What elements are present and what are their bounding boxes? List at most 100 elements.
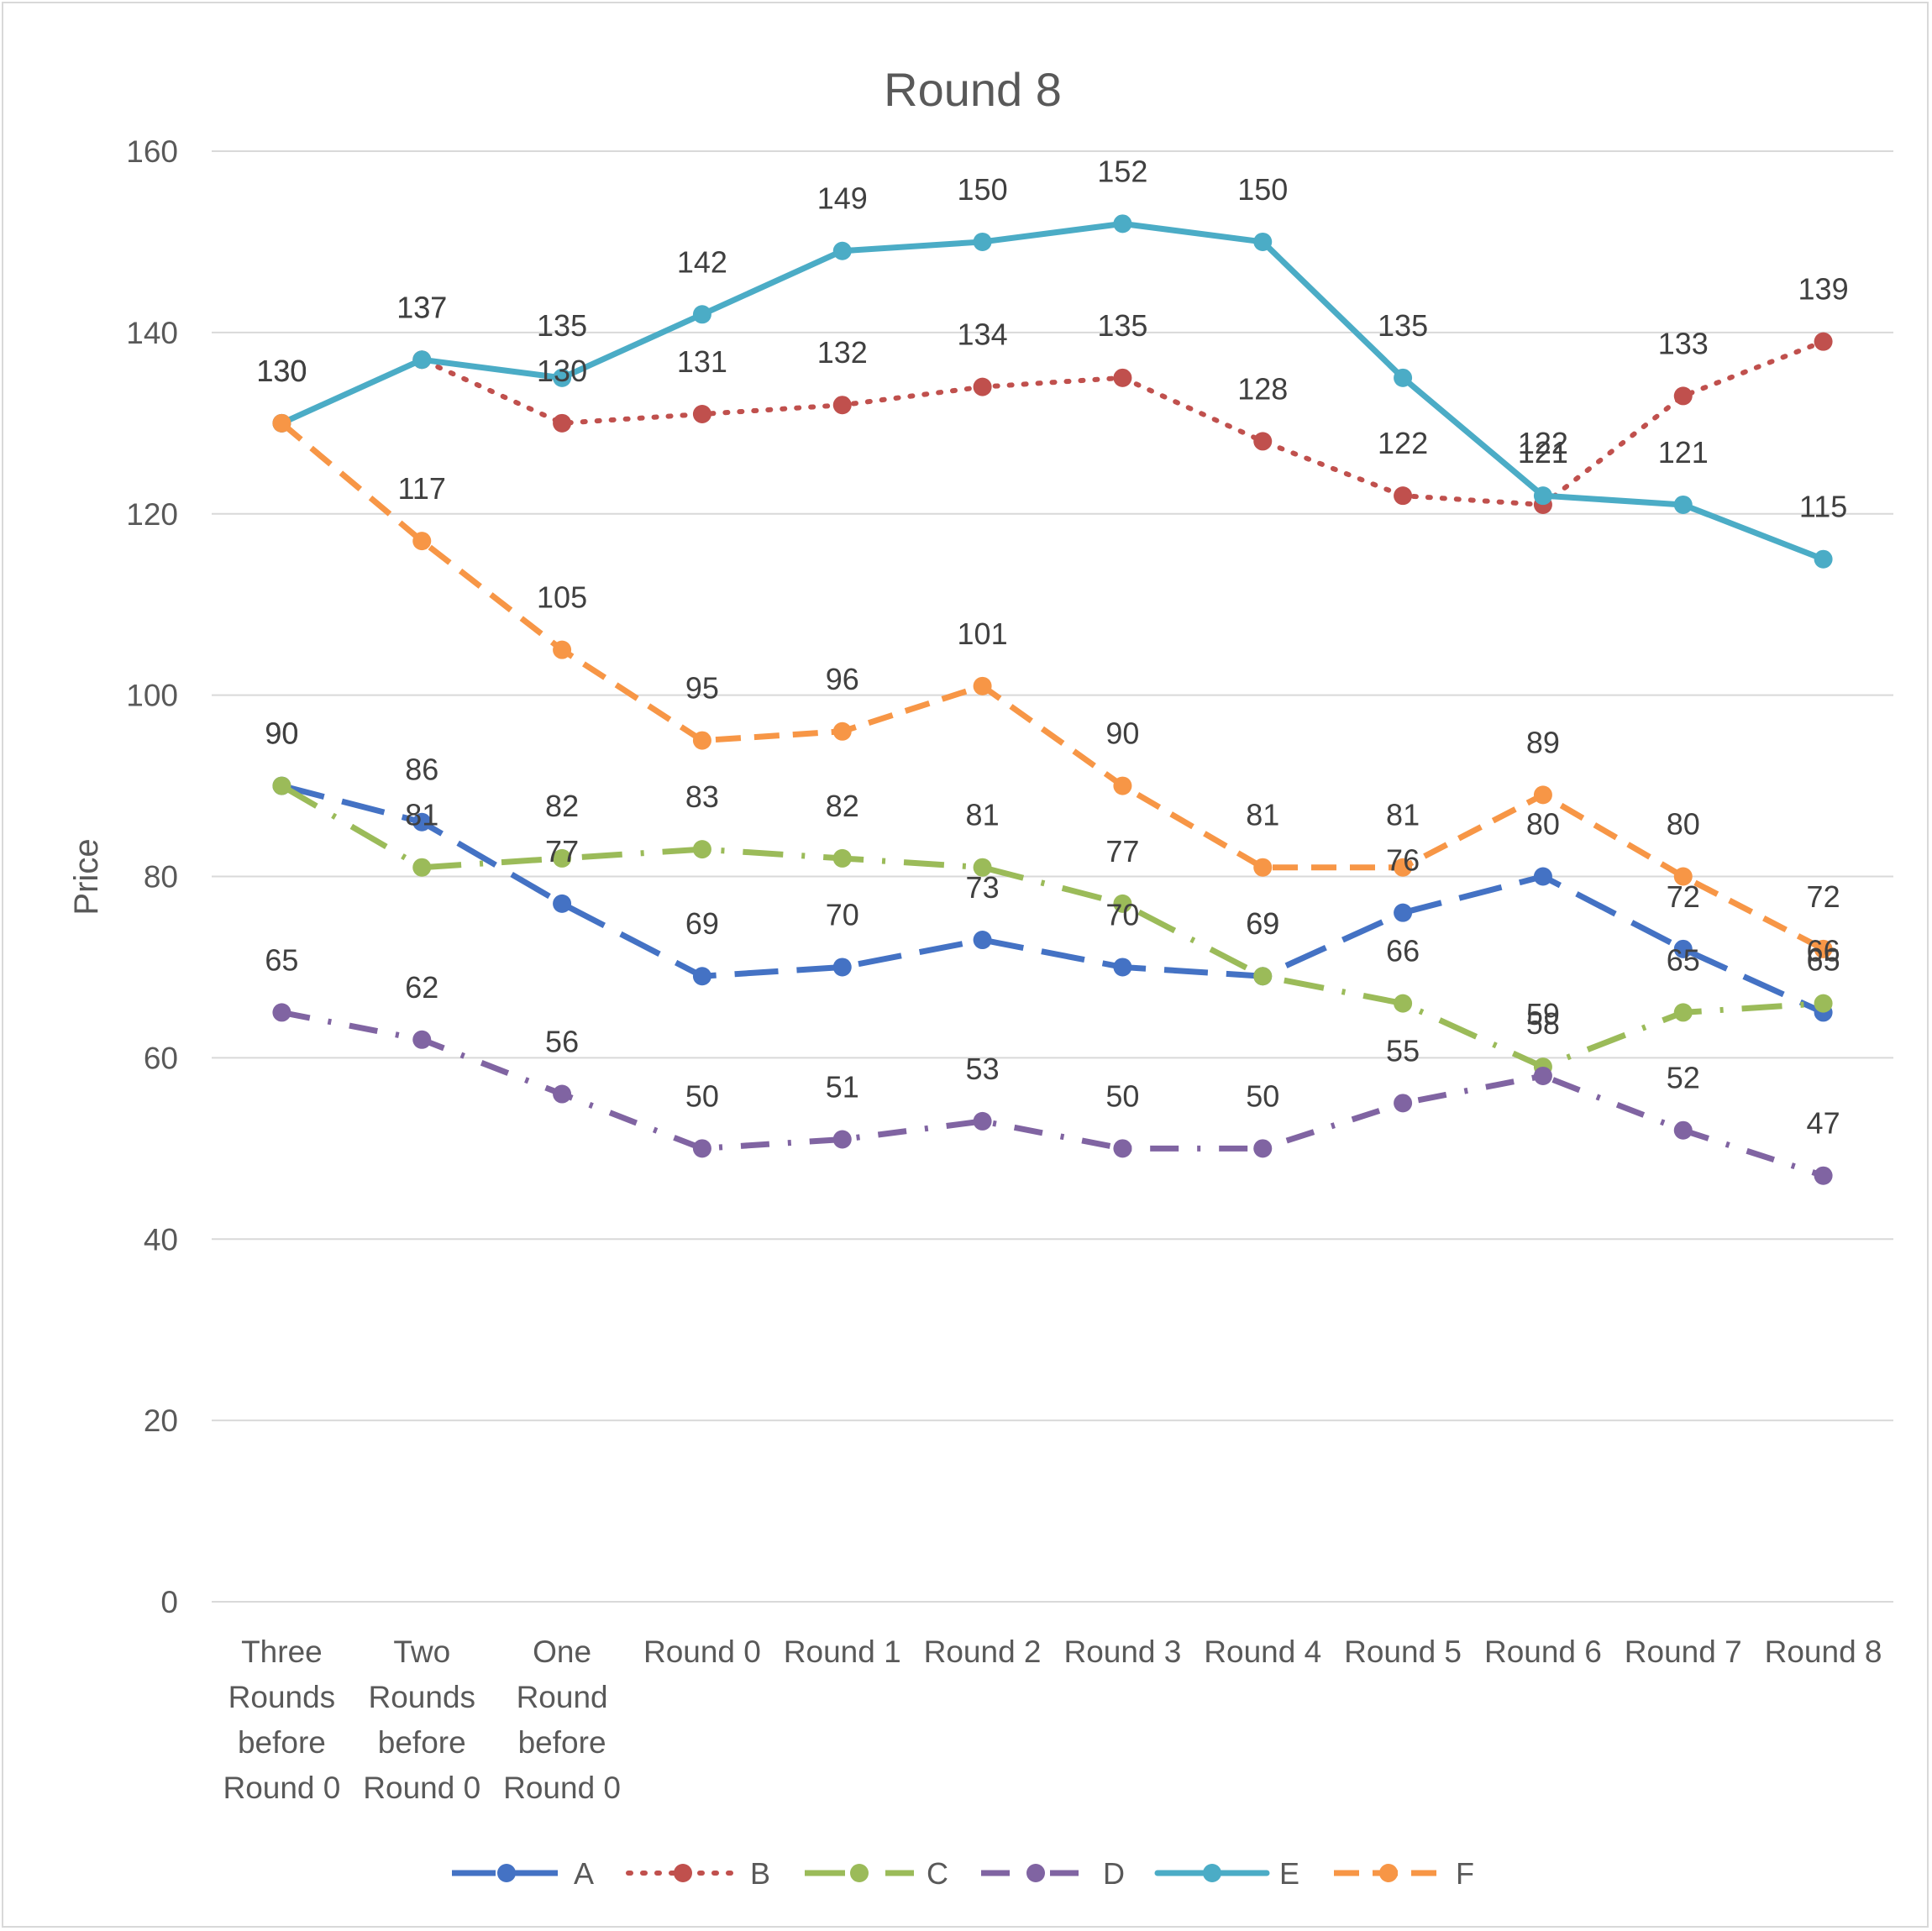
- data-label: 51: [826, 1070, 859, 1105]
- data-point: [692, 731, 711, 750]
- data-point: [1673, 939, 1693, 958]
- data-label: 50: [1105, 1078, 1139, 1113]
- data-label: 142: [677, 244, 727, 279]
- data-label: 90: [1105, 716, 1139, 751]
- data-point: [1113, 958, 1132, 977]
- data-point: [832, 722, 852, 741]
- data-point: [1673, 495, 1693, 514]
- series-f: [272, 413, 1833, 958]
- data-label: 52: [1667, 1061, 1700, 1095]
- data-label: 77: [545, 834, 579, 868]
- data-point: [973, 232, 992, 251]
- data-point: [1814, 1166, 1833, 1185]
- legend-marker: [1203, 1864, 1221, 1882]
- legend-label: D: [1103, 1856, 1125, 1891]
- data-point: [973, 1111, 992, 1131]
- x-tick-label: Round 5: [1344, 1635, 1462, 1669]
- x-tick-label: Three Rounds before Round 0: [223, 1635, 340, 1805]
- y-tick-label: 140: [126, 316, 178, 350]
- data-point: [1113, 1139, 1132, 1158]
- data-point: [1814, 939, 1833, 958]
- data-label: 80: [1667, 807, 1700, 842]
- data-label: 121: [1518, 435, 1568, 470]
- x-tick-label: Round 8: [1765, 1635, 1882, 1669]
- data-label: 47: [1807, 1106, 1840, 1141]
- data-point: [1253, 967, 1273, 986]
- data-label: 69: [1246, 906, 1279, 941]
- data-point: [973, 377, 992, 396]
- data-point: [412, 532, 432, 551]
- data-label: 130: [256, 354, 307, 388]
- data-label: 150: [1237, 172, 1288, 207]
- data-point: [272, 1003, 291, 1022]
- data-point: [1394, 368, 1413, 387]
- data-point: [1253, 432, 1273, 451]
- y-tick-label: 40: [144, 1222, 178, 1257]
- data-label: 149: [817, 181, 868, 216]
- y-tick-label: 120: [126, 497, 178, 532]
- data-point: [832, 396, 852, 415]
- series-line: [281, 783, 1825, 1015]
- data-point: [692, 1139, 711, 1158]
- data-point: [553, 368, 572, 387]
- series-e: [272, 214, 1833, 569]
- legend-marker: [674, 1864, 692, 1882]
- data-label: 62: [405, 970, 438, 1005]
- gridlines: [212, 150, 1893, 1603]
- data-label: 105: [537, 580, 587, 615]
- data-label: 130: [256, 354, 307, 388]
- data-point: [1253, 858, 1273, 877]
- y-tick-label: 60: [144, 1041, 178, 1075]
- data-point: [1533, 867, 1552, 886]
- legend-marker: [850, 1864, 869, 1882]
- legend-item-a: A: [452, 1856, 594, 1891]
- data-label: 65: [1807, 942, 1840, 977]
- data-label: 82: [545, 789, 579, 823]
- data-label: 82: [826, 789, 859, 823]
- legend-label: C: [927, 1856, 948, 1891]
- data-label: 70: [1105, 897, 1139, 931]
- line-chart: Round 8 Price 0 20 40 60 80 100 120 140 160 Thre…: [68, 63, 1893, 1891]
- data-label: 56: [545, 1025, 579, 1059]
- data-point: [1394, 994, 1413, 1013]
- data-point: [1673, 386, 1693, 406]
- series-line: [279, 338, 1826, 507]
- series-line: [281, 1009, 1824, 1179]
- data-label: 133: [1658, 326, 1709, 360]
- data-point: [1253, 232, 1273, 251]
- data-point: [1394, 1094, 1413, 1113]
- data-label: 50: [1246, 1078, 1279, 1113]
- series-line: [278, 220, 1827, 563]
- data-label: 77: [1105, 834, 1139, 868]
- data-point: [412, 350, 432, 370]
- legend-item-d: D: [981, 1856, 1125, 1891]
- data-label: 137: [396, 290, 447, 324]
- data-label: 69: [685, 906, 719, 941]
- data-label: 128: [1237, 371, 1288, 406]
- y-tick-label: 80: [144, 860, 178, 895]
- legend-label: A: [574, 1856, 594, 1891]
- series-b: [272, 332, 1833, 514]
- data-point: [1394, 903, 1413, 922]
- x-tick-label: Round 7: [1625, 1635, 1742, 1669]
- data-point: [272, 413, 291, 433]
- data-label: 72: [1807, 879, 1840, 914]
- data-label: 55: [1386, 1033, 1420, 1068]
- x-tick-label: Round 3: [1063, 1635, 1181, 1669]
- y-tick-label: 0: [160, 1585, 178, 1619]
- data-point: [1533, 785, 1552, 805]
- data-point: [1113, 214, 1132, 234]
- data-point: [272, 776, 291, 795]
- y-axis-ticks: 0 20 40 60 80 100 120 140 160: [126, 134, 178, 1619]
- legend-marker: [497, 1864, 516, 1882]
- x-tick-label: Round 1: [784, 1635, 901, 1669]
- chart-title: Round 8: [884, 63, 1062, 116]
- x-tick-label: One Round before Round 0: [503, 1635, 621, 1805]
- series-a: [272, 776, 1833, 1022]
- data-label: 89: [1526, 725, 1560, 759]
- data-label: 73: [966, 870, 1000, 905]
- data-point: [553, 894, 572, 913]
- data-label: 137: [396, 290, 447, 324]
- legend-marker: [1379, 1864, 1398, 1882]
